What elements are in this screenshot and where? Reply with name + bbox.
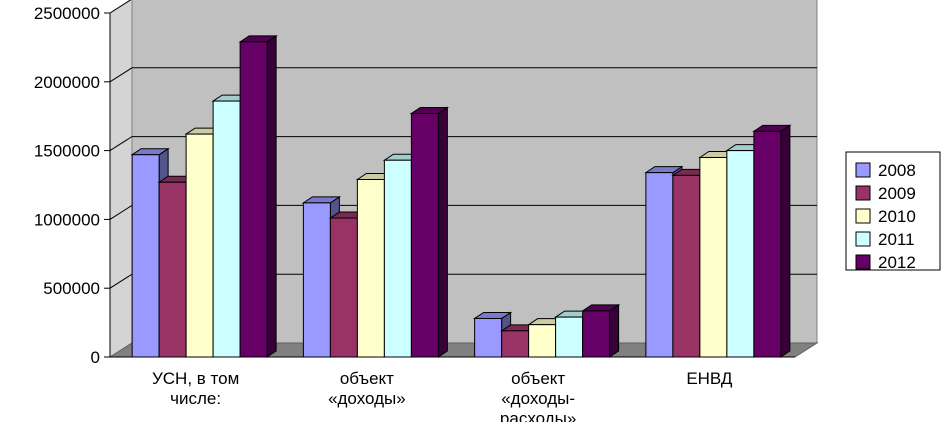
legend-label: 2012 [878, 253, 916, 272]
x-tick-label: объект «доходы» [328, 369, 406, 408]
legend-swatch [855, 185, 871, 201]
bar [752, 124, 792, 358]
x-tick-label: УСН, в том числе: [152, 369, 239, 408]
legend-swatch [855, 208, 871, 224]
y-tick-label: 2000000 [34, 73, 100, 92]
gridline [109, 67, 817, 83]
y-tick-label: 2500000 [34, 4, 100, 23]
legend-label: 2008 [878, 161, 916, 180]
legend-label: 2011 [878, 230, 915, 249]
legend-swatch [855, 231, 871, 247]
legend-label: 2010 [878, 207, 916, 226]
side-wall [109, 0, 133, 358]
axis-labels: 0 500000 1000000 1500000 2000000 2500000 УСН, … [34, 4, 733, 422]
bar [580, 303, 621, 358]
y-tick-label: 500000 [43, 279, 100, 298]
x-tick-label: ЕНВД [686, 369, 733, 388]
y-tick-label: 1500000 [34, 142, 100, 161]
legend-label: 2009 [878, 184, 916, 203]
legend: 2008 2009 2010 2011 2012 [845, 151, 941, 272]
y-tick-label: 1000000 [34, 210, 100, 229]
gridline [109, 0, 132, 14]
legend-swatch [855, 254, 871, 270]
gridline [109, 136, 817, 152]
x-tick-label: объект «доходы-расходы» [500, 369, 576, 422]
legend-swatch [855, 162, 871, 178]
y-tick-label: 0 [91, 348, 100, 367]
bars [130, 34, 792, 358]
bar [409, 106, 450, 358]
bar [238, 34, 278, 358]
